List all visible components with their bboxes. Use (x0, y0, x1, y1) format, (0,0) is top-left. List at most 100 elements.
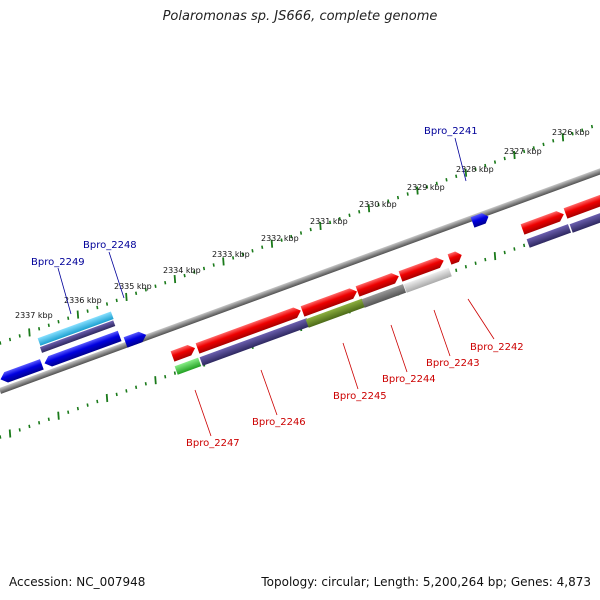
minor-tick (0, 435, 2, 439)
minor-tick (484, 257, 487, 262)
minor-tick (358, 210, 361, 214)
minor-tick (280, 238, 283, 242)
minor-tick (455, 268, 458, 273)
major-tick (57, 411, 60, 420)
minor-tick (445, 178, 448, 182)
minor-tick (387, 199, 390, 203)
minor-tick (523, 149, 526, 154)
gene-arrow-bpro-2245 (300, 288, 357, 317)
gene-arrow-bpro-2242 (447, 251, 462, 265)
major-tick (367, 204, 371, 213)
minor-tick (523, 243, 526, 248)
minor-tick (96, 399, 99, 404)
minor-tick (144, 382, 147, 386)
band-olive (305, 298, 366, 328)
major-tick (173, 275, 177, 284)
major-tick (222, 257, 225, 266)
genome-summary-text: Topology: circular; Length: 5,200,264 bp… (261, 575, 591, 589)
major-tick (76, 310, 80, 319)
major-tick (154, 376, 157, 385)
minor-tick (125, 389, 128, 393)
minor-tick (76, 406, 79, 411)
minor-tick (47, 417, 50, 422)
minor-tick (47, 323, 50, 328)
minor-tick (241, 252, 244, 257)
major-tick (464, 168, 468, 177)
gene-label-bpro-2241: Bpro_2241 (424, 126, 478, 137)
band-purple-long (199, 318, 310, 366)
minor-tick (67, 316, 70, 320)
minor-tick (232, 256, 235, 260)
minor-tick (212, 263, 215, 267)
gene-arrow-reverse-1 (44, 330, 122, 367)
minor-tick (28, 424, 31, 429)
major-tick (28, 328, 31, 337)
minor-tick (542, 142, 545, 147)
minor-tick (261, 245, 264, 249)
minor-tick (552, 139, 555, 143)
gene-label-bpro-2249: Bpro_2249 (31, 257, 85, 268)
gene-arrow-bpro-2248 (123, 331, 147, 348)
gene-arrow-bpro-2244 (355, 273, 399, 297)
minor-tick (18, 334, 21, 338)
gene-bpro-2249-cyan (37, 311, 114, 346)
gene-label-bpro-2243: Bpro_2243 (426, 358, 480, 369)
kbp-label: 2337 kbp (15, 311, 53, 320)
minor-tick (348, 213, 351, 218)
minor-tick (484, 163, 487, 168)
kbp-label: 2328 kbp (456, 165, 494, 174)
gene-label-bpro-2248: Bpro_2248 (83, 240, 137, 251)
minor-tick (377, 202, 380, 207)
kbp-tick-track-upper (0, 124, 594, 345)
kbp-label: 2326 kbp (552, 128, 590, 137)
minor-tick (329, 220, 332, 225)
gene-arrow-bpro-2246 (195, 307, 301, 354)
forward-gene-lane (170, 194, 600, 362)
minor-tick (338, 217, 341, 221)
minor-tick (164, 374, 167, 379)
gene-label-bpro-2244: Bpro_2244 (382, 374, 436, 385)
top-gene-labels: Bpro_2241 Bpro_2248 Bpro_2249 (31, 126, 478, 315)
accession-text: Accession: NC_007948 (9, 575, 146, 589)
minor-tick (86, 403, 89, 407)
minor-tick (18, 428, 21, 432)
minor-tick (406, 192, 409, 196)
minor-tick (435, 181, 438, 186)
minor-tick (8, 337, 12, 342)
band-purple-right-1 (526, 224, 572, 248)
minor-tick (202, 266, 206, 271)
minor-tick (164, 280, 167, 285)
minor-tick (96, 305, 99, 310)
minor-tick (115, 298, 118, 303)
minor-tick (67, 410, 70, 414)
gene-bpro-2249-purple (39, 320, 116, 353)
kbp-label: 2335 kbp (114, 282, 152, 291)
minor-tick (513, 247, 516, 251)
bottom-gene-labels: Bpro_2242 Bpro_2243 Bpro_2244 Bpro_2245 … (186, 298, 524, 449)
gene-label-bpro-2247: Bpro_2247 (186, 438, 240, 449)
kbp-labels: 2326 kbp 2327 kbp 2328 kbp 2329 kbp 2330… (15, 128, 590, 320)
minor-tick (426, 185, 429, 189)
minor-tick (144, 288, 147, 292)
minor-tick (455, 174, 458, 179)
gene-arrow-forward-right-2 (563, 194, 600, 219)
minor-tick (493, 160, 497, 164)
gene-label-bpro-2242: Bpro_2242 (470, 342, 524, 353)
gene-arrow-bpro-2241 (470, 213, 489, 228)
gene-label-bpro-2245: Bpro_2245 (333, 391, 387, 402)
minor-tick (57, 319, 60, 324)
minor-tick (590, 124, 594, 129)
map-title: Polaromonas sp. JS666, complete genome (162, 9, 438, 24)
gene-arrow-bpro-2243 (398, 257, 444, 282)
minor-tick (299, 231, 303, 235)
gene-label-bpro-2246: Bpro_2246 (252, 417, 306, 428)
minor-tick (183, 273, 186, 278)
minor-tick (474, 167, 477, 171)
minor-tick (193, 270, 196, 274)
major-tick (416, 186, 419, 195)
band-gray (361, 284, 407, 308)
gene-arrow-forward-right-1 (520, 211, 564, 235)
major-tick (561, 133, 565, 142)
minor-tick (38, 421, 41, 425)
